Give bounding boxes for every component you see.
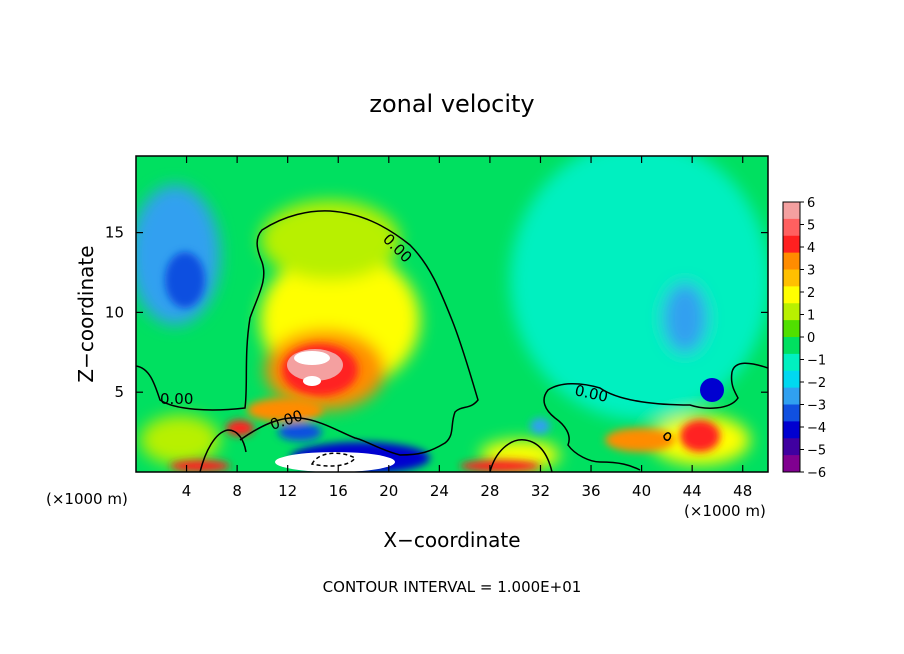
field-max-white [294,351,330,365]
x-tick-label: 24 [430,482,449,500]
field-red-bottom-left [170,460,230,472]
velocity-field: 0.00 0.00 0.00 0.00 [136,156,768,472]
x-tick-label: 48 [733,482,752,500]
x-tick-label: 8 [232,482,242,500]
x-tick-label: 32 [531,482,550,500]
y-tick-label: 15 [105,224,124,242]
colorbar-swatch [783,370,800,389]
chart-title: zonal velocity [369,90,534,118]
field-green-top [260,200,400,280]
y-axis: 5 10 15 [105,224,768,401]
field-red-left-low [226,420,254,436]
x-axis-label: X−coordinate [383,528,520,552]
colorbar-tick-label: 1 [807,309,815,324]
x-unit-label-right: (×1000 m) [684,502,766,520]
y-axis-label: Z−coordinate [74,245,98,382]
field-blue-small [530,418,550,434]
colorbar-tick-label: −1 [807,354,826,369]
x-tick-label: 12 [278,482,297,500]
field-right-blue [663,283,707,353]
contour-interval-footer: CONTOUR INTERVAL = 1.000E+01 [323,578,582,596]
colorbar-tick-label: −6 [807,466,826,481]
colorbar-tick-label: 5 [807,219,815,234]
colorbar-tick-label: 3 [807,264,815,279]
x-tick-label: 28 [480,482,499,500]
field-min-white [275,452,395,472]
y-tick-label: 5 [114,383,124,401]
field-red-right [680,420,720,452]
colorbar-swatch [783,269,800,287]
colorbar-swatch [783,438,800,456]
colorbar-tick-label: −5 [807,444,826,459]
field-orange-right [605,428,675,452]
x-tick-label: 44 [683,482,702,500]
colorbar-tick-label: −2 [807,376,826,391]
colorbar-tick-label: 2 [807,286,815,301]
field-orange-lower [247,398,323,422]
colorbar-swatch [783,387,800,405]
field-upper-right-cyan [510,156,768,420]
colorbar-swatch [783,353,800,372]
colorbar-swatch [783,252,800,270]
colorbar-swatch [783,320,800,338]
colorbar: 6 5 4 3 2 1 0 −1 −2 −3 −4 −5 −6 [782,196,826,481]
colorbar-tick-label: 4 [807,241,815,256]
colorbar-tick-label: 0 [807,331,815,346]
colorbar-swatch [783,337,800,355]
x-tick-label: 20 [379,482,398,500]
field-left-dark-blue [165,252,205,308]
x-tick-label: 4 [182,482,192,500]
contour-label-left: 0.00 [160,390,193,408]
x-unit-label-left: (×1000 m) [46,490,128,508]
field-max-white-2 [303,376,321,386]
contour-line-bottom-left [199,429,247,472]
colorbar-tick-label: −3 [807,399,826,414]
colorbar-swatch [783,235,800,254]
field-right-deep-blue [700,378,724,402]
colorbar-swatch [783,404,800,422]
contour-line-bottom-mid [489,439,553,472]
x-tick-label: 40 [632,482,651,500]
x-axis: 4 8 12 16 20 24 28 32 36 40 44 48 [182,156,752,500]
colorbar-swatch [783,202,800,220]
contour-line-plume [136,210,479,456]
colorbar-swatch [783,421,800,439]
contour-line-small-loop [663,432,672,441]
contour-line-right [543,362,768,471]
x-tick-label: 16 [329,482,348,500]
field-blue-under [278,423,322,441]
x-tick-label: 36 [581,482,600,500]
colorbar-swatch [783,303,800,321]
y-tick-label: 10 [105,303,124,321]
colorbar-tick-label: 6 [807,196,815,211]
colorbar-tick-label: −4 [807,421,826,436]
zero-contours [136,210,768,472]
colorbar-swatch [783,455,800,473]
colorbar-swatch [783,218,800,237]
colorbar-swatch [783,286,800,304]
plot-frame [135,155,769,473]
field-red-bottom-mid [460,460,540,472]
field-left-low-yellow [140,415,220,465]
